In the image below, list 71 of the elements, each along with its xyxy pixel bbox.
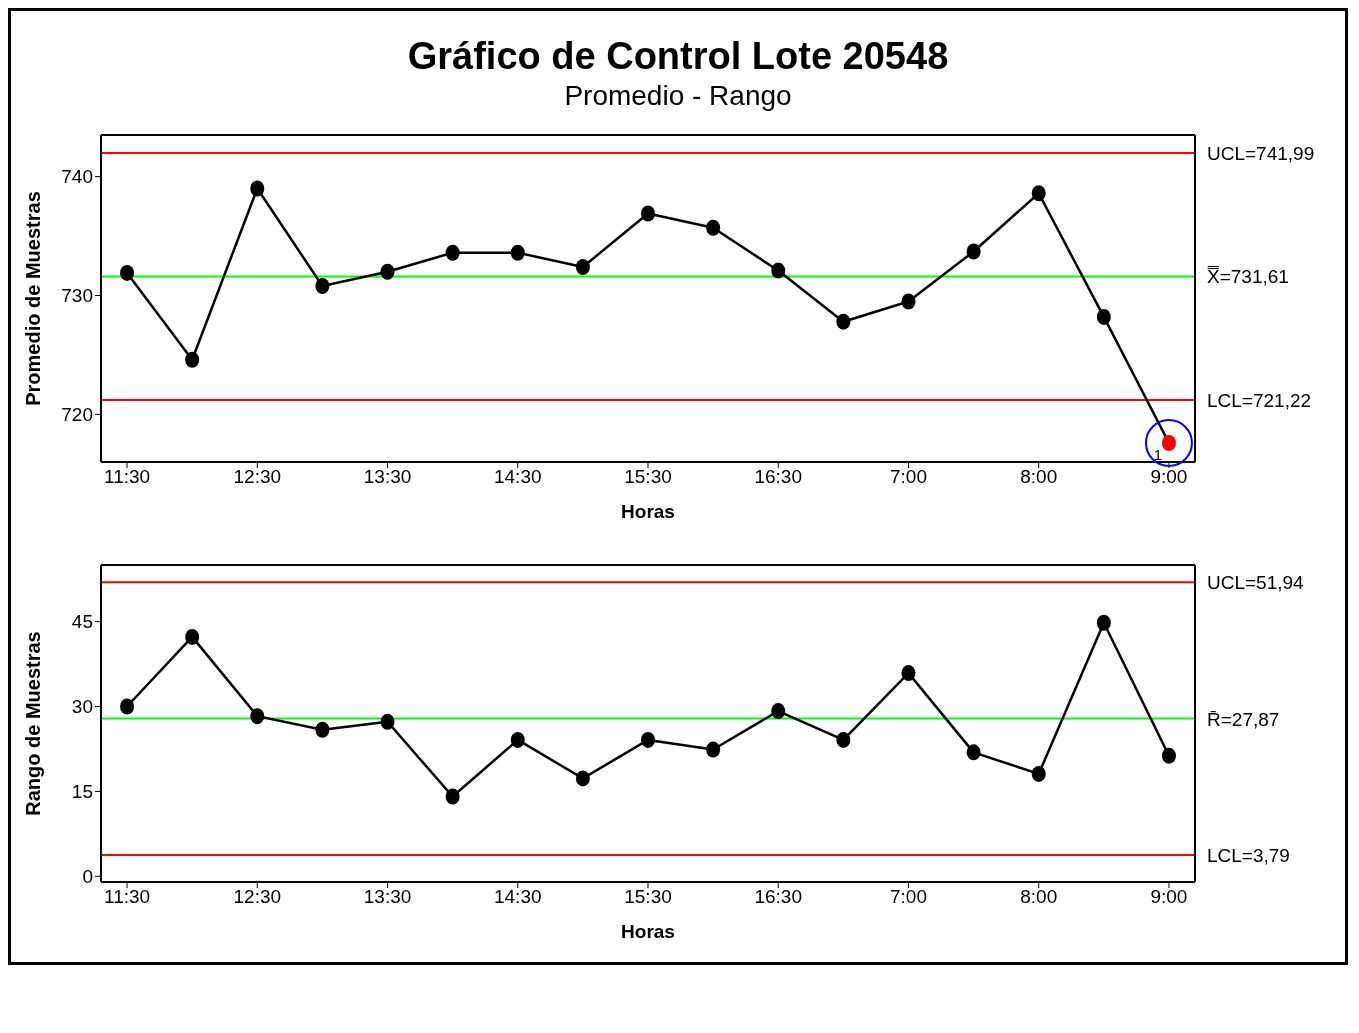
point — [575, 258, 590, 275]
point — [1096, 308, 1111, 325]
point — [901, 665, 916, 682]
point — [250, 180, 265, 197]
annotation: 1 — [1153, 445, 1163, 463]
point — [706, 741, 721, 758]
point — [575, 770, 590, 787]
point — [445, 244, 460, 261]
point — [641, 205, 655, 222]
point — [120, 264, 135, 281]
x-tick-label: 9:00 — [1150, 886, 1188, 908]
x-tick-label: 16:30 — [754, 466, 803, 488]
chart-subtitle: Promedio - Rango — [563, 80, 793, 112]
point — [836, 313, 851, 330]
point — [445, 788, 460, 805]
point — [185, 628, 200, 645]
point — [315, 721, 330, 738]
point — [185, 351, 200, 368]
x-tick-label: 12:30 — [233, 466, 282, 488]
ref-line-label: R̄=27,87 — [1207, 708, 1280, 730]
x-tick-label: 8:00 — [1020, 886, 1058, 908]
y-tick-label: 720 — [61, 404, 93, 426]
x-tick-label: 9:00 — [1150, 466, 1188, 488]
y-tick-label: 730 — [61, 285, 93, 307]
x-tick-label: 14:30 — [493, 466, 542, 488]
x-axis-title: Horas — [621, 501, 675, 522]
x-tick-label: 12:30 — [233, 886, 282, 908]
x-tick-label: 14:30 — [493, 886, 542, 908]
ref-line-label: X̿=731,61 — [1207, 266, 1289, 288]
y-tick-label: 740 — [61, 166, 93, 188]
ref-line-label: LCL=3,79 — [1207, 844, 1290, 866]
ref-line-label: UCL=741,99 — [1207, 142, 1315, 164]
ref-line-label: LCL=721,22 — [1207, 389, 1312, 411]
point — [706, 219, 721, 236]
point — [966, 243, 981, 260]
point — [836, 731, 851, 748]
y-tick-label: 30 — [71, 696, 93, 718]
point — [315, 278, 330, 295]
point — [641, 731, 655, 748]
point — [901, 293, 916, 310]
x-axis-title: Horas — [621, 921, 675, 942]
x-tick-label: 7:00 — [889, 466, 927, 488]
x-tick-label: 13:30 — [363, 466, 412, 488]
y-axis-title: Promedio de Muestras — [22, 191, 45, 406]
x-tick-label: 16:30 — [754, 886, 803, 908]
point — [966, 744, 981, 761]
x-tick-label: 13:30 — [363, 886, 412, 908]
point — [250, 708, 265, 725]
x-tick-label: 11:30 — [103, 466, 151, 488]
point — [510, 731, 525, 748]
y-axis-title: Rango de Muestras — [22, 631, 45, 816]
point — [1096, 614, 1111, 631]
x-tick-label: 15:30 — [624, 466, 672, 488]
x-tick-label: 11:30 — [103, 886, 151, 908]
y-tick-label: 0 — [82, 866, 93, 888]
point — [120, 698, 135, 715]
x-tick-label: 15:30 — [624, 886, 672, 908]
point — [771, 703, 786, 720]
point — [1031, 185, 1046, 202]
x-tick-label: 8:00 — [1020, 466, 1058, 488]
point — [1031, 765, 1046, 782]
ref-line-label: UCL=51,94 — [1207, 572, 1305, 594]
y-tick-label: 15 — [71, 781, 93, 803]
x-tick-label: 7:00 — [889, 886, 927, 908]
y-tick-label: 45 — [71, 611, 93, 633]
point — [380, 713, 395, 730]
point — [771, 262, 786, 279]
point — [510, 244, 525, 261]
chart-title: Gráfico de Control Lote 20548 — [406, 35, 950, 78]
point — [380, 263, 395, 280]
point — [1161, 747, 1176, 764]
